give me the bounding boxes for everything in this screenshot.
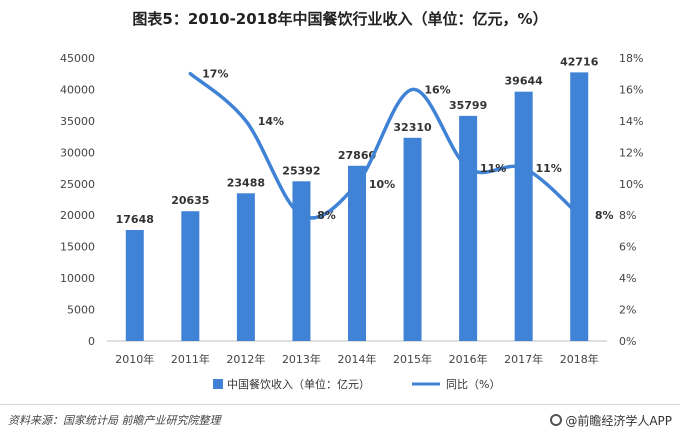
y-left-tick-label: 0 (88, 335, 95, 348)
bar-value-label: 20635 (171, 194, 209, 207)
chart-area: 0 5000 10000 15000 20000 25000 30000 35000 40000… (60, 52, 643, 391)
line-value-label: 11% (535, 162, 561, 175)
bar-value-label: 39644 (505, 75, 544, 88)
y-left-tick-label: 35000 (60, 115, 95, 128)
bar (236, 193, 255, 341)
line-value-label: 8% (317, 209, 336, 222)
line-value-label: 10% (369, 178, 395, 191)
x-tick-label: 2017年 (504, 352, 543, 366)
y-right-tick-label: 14% (619, 115, 643, 128)
y-left-tick-label: 45000 (60, 52, 95, 65)
y-right-tick-label: 10% (619, 178, 643, 191)
line-value-label: 8% (595, 209, 614, 222)
brand-text: @前瞻经济学人APP (565, 414, 672, 428)
x-tick-label: 2011年 (171, 352, 210, 366)
bar-value-label: 25392 (282, 164, 320, 177)
bar-value-label: 23488 (227, 176, 265, 189)
y-left-tick-label: 5000 (67, 304, 95, 317)
x-tick-label: 2016年 (449, 352, 488, 366)
legend-label-line: 同比（%） (446, 378, 500, 391)
y-left-tick-label: 30000 (60, 146, 95, 159)
bar (514, 91, 533, 341)
bar (459, 115, 478, 341)
footer: 资料来源：国家统计局 前瞻产业研究院整理 @前瞻经济学人APP (0, 410, 680, 432)
brand-logo-icon (550, 414, 563, 426)
legend-swatch-bar (213, 379, 223, 389)
footer-divider (0, 404, 680, 405)
brand-credit: @前瞻经济学人APP (550, 412, 672, 429)
line-value-label: 14% (258, 115, 284, 128)
x-tick-label: 2012年 (226, 352, 265, 366)
x-tick-label: 2015年 (393, 352, 432, 366)
y-right-tick-label: 6% (619, 241, 636, 254)
chart-title: 图表5：2010-2018年中国餐饮行业收入（单位：亿元，%） (132, 10, 548, 28)
bar (181, 211, 200, 341)
y-right-tick-label: 18% (619, 52, 643, 65)
bar (570, 72, 589, 341)
bar (348, 165, 366, 341)
bar (403, 137, 422, 341)
source-note: 资料来源：国家统计局 前瞻产业研究院整理 (8, 414, 221, 427)
y-right-tick-label: 12% (619, 146, 643, 159)
y-left-tick-label: 40000 (60, 83, 95, 96)
bar-value-label: 35799 (449, 99, 487, 112)
y-right-tick-label: 4% (619, 272, 636, 285)
line-value-label: 11% (480, 162, 506, 175)
growth-line (188, 71, 581, 220)
x-tick-label: 2013年 (282, 352, 321, 366)
bar-value-label: 42716 (560, 55, 599, 68)
y-left-tick-label: 15000 (60, 241, 95, 254)
line-value-label: 17% (202, 68, 228, 81)
line-value-label: 16% (424, 83, 450, 96)
y-right-tick-label: 0% (619, 335, 636, 348)
bar-value-label: 27860 (338, 149, 377, 162)
y-left-tick-label: 10000 (60, 272, 95, 285)
bar (292, 181, 311, 341)
y-right-tick-label: 2% (619, 304, 636, 317)
legend-label-bar: 中国餐饮收入（单位：亿元） (227, 377, 370, 391)
y-left-tick-label: 25000 (60, 178, 95, 191)
y-right-tick-label: 8% (619, 209, 636, 222)
x-tick-label: 2018年 (560, 352, 599, 366)
bar-value-label: 32310 (393, 121, 432, 134)
bar (125, 230, 144, 341)
y-left-tick-label: 20000 (60, 209, 95, 222)
y-right-tick-label: 16% (619, 83, 643, 96)
bar-value-label: 17648 (116, 213, 154, 226)
x-tick-label: 2010年 (115, 352, 154, 366)
x-tick-label: 2014年 (338, 352, 377, 366)
